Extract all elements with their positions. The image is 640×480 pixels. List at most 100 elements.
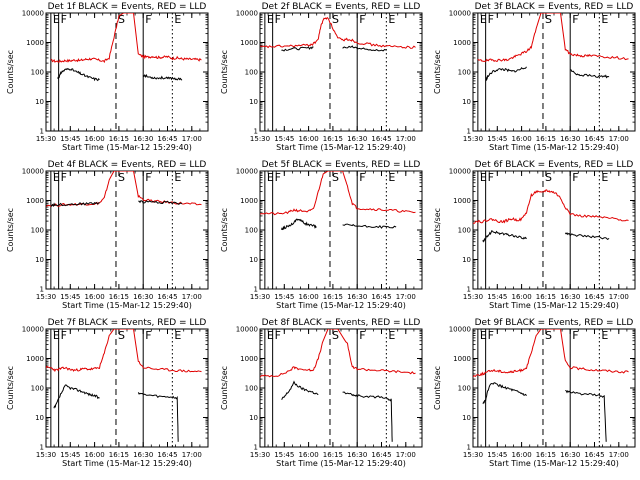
x-tick-label: 16:45 (157, 135, 177, 143)
events-series-line (281, 380, 319, 400)
marker-label-E: E (53, 171, 60, 184)
y-tick-label: 1 (467, 444, 471, 452)
x-tick-label: 17:00 (396, 293, 416, 301)
y-tick-label: 100 (245, 69, 258, 77)
y-tick-label: 100 (31, 227, 44, 235)
events-series-line-post (570, 69, 610, 79)
x-tick-label: 16:30 (560, 293, 580, 301)
x-tick-label: 16:15 (323, 293, 343, 301)
y-axis-label: Counts/sec (433, 366, 442, 410)
y-tick-label: 10000 (449, 10, 471, 18)
y-tick-label: 10 (35, 256, 44, 264)
marker-label-F: F (61, 329, 67, 342)
series-group (473, 189, 629, 243)
x-tick-label: 16:00 (85, 293, 105, 301)
panel-title: Det 3f BLACK = Events, RED = LLD (475, 2, 634, 12)
x-tick-label: 15:30 (36, 293, 56, 301)
x-tick-label: 17:00 (396, 451, 416, 459)
x-tick-label: 17:00 (182, 135, 202, 143)
marker-label-F: F (572, 13, 578, 26)
x-axis-label: Start Time (15-Mar-12 15:29:40) (62, 459, 192, 468)
events-series-line-post (342, 45, 387, 52)
x-axis-label: Start Time (15-Mar-12 15:29:40) (62, 301, 192, 310)
marker-label-E: E (601, 171, 608, 184)
events-series-line-post (342, 223, 397, 229)
x-tick-label: 17:00 (609, 293, 629, 301)
y-tick-label: 10000 (236, 326, 258, 334)
panel-title: Det 7f BLACK = Events, RED = LLD (48, 318, 207, 328)
plot-frame (472, 170, 636, 290)
panel-3: Det 3f BLACK = Events, RED = LLD 1 10 100 10… (433, 2, 636, 152)
y-axis-label: Counts/sec (6, 50, 15, 94)
x-tick-label: 16:45 (371, 293, 391, 301)
y-axis-label: Counts/sec (6, 208, 15, 252)
marker-label-F: F (488, 13, 494, 26)
panel-title: Det 6f BLACK = Events, RED = LLD (475, 160, 634, 170)
x-axis-label: Start Time (15-Mar-12 15:29:40) (276, 459, 406, 468)
plot-frame (45, 12, 209, 132)
x-tick-label: 16:45 (157, 451, 177, 459)
y-tick-label: 10000 (22, 10, 44, 18)
panel-1: Det 1f BLACK = Events, RED = LLD 1 10 100 10… (6, 2, 209, 152)
y-tick-label: 10 (35, 98, 44, 106)
events-series-line-post (137, 392, 179, 442)
series-group (260, 16, 416, 52)
x-tick-label: 16:45 (584, 293, 604, 301)
y-tick-label: 1000 (26, 197, 44, 205)
marker-label-E: E (267, 171, 274, 184)
x-tick-label: 16:30 (347, 135, 367, 143)
x-tick-label: 15:45 (60, 293, 80, 301)
y-tick-label: 10000 (449, 326, 471, 334)
x-tick-label: 16:15 (109, 293, 129, 301)
series-group (260, 329, 416, 442)
x-tick-label: 16:30 (347, 293, 367, 301)
series-group (46, 171, 202, 208)
marker-label-S: S (545, 171, 552, 184)
y-tick-label: 100 (458, 227, 471, 235)
x-tick-label: 15:30 (250, 451, 270, 459)
marker-label-E: E (174, 13, 181, 26)
x-axis-label: Start Time (15-Mar-12 15:29:40) (276, 143, 406, 152)
events-series-line-post (564, 232, 610, 241)
y-tick-label: 1000 (240, 197, 258, 205)
x-tick-label: 16:00 (85, 451, 105, 459)
x-tick-label: 17:00 (609, 135, 629, 143)
x-tick-label: 16:15 (109, 451, 129, 459)
marker-label-E: E (267, 329, 274, 342)
x-tick-label: 16:30 (133, 293, 153, 301)
y-tick-label: 10000 (22, 168, 44, 176)
x-tick-label: 16:15 (109, 135, 129, 143)
marker-label-S: S (332, 171, 339, 184)
plot-frame (259, 12, 423, 132)
marker-label-F: F (359, 329, 365, 342)
marker-label-E: E (53, 329, 60, 342)
y-axis-label: Counts/sec (220, 208, 229, 252)
marker-label-E: E (480, 329, 487, 342)
marker-label-E: E (388, 171, 395, 184)
y-tick-label: 10000 (449, 168, 471, 176)
y-tick-label: 1 (467, 128, 471, 136)
series-group (473, 329, 629, 442)
y-tick-label: 10 (35, 414, 44, 422)
x-tick-label: 16:30 (560, 135, 580, 143)
y-tick-label: 1000 (240, 39, 258, 47)
y-tick-label: 1000 (26, 39, 44, 47)
y-axis-label: Counts/sec (433, 50, 442, 94)
x-tick-label: 16:15 (536, 451, 556, 459)
events-series-line-post (565, 389, 607, 442)
marker-label-E: E (480, 171, 487, 184)
y-tick-label: 10 (249, 256, 258, 264)
x-tick-label: 15:45 (274, 451, 294, 459)
y-tick-label: 10 (462, 414, 471, 422)
x-tick-label: 15:45 (60, 135, 80, 143)
events-series-line-post (342, 391, 393, 442)
x-tick-label: 17:00 (182, 293, 202, 301)
y-tick-label: 10 (462, 256, 471, 264)
x-tick-label: 16:45 (584, 451, 604, 459)
y-tick-label: 1000 (453, 39, 471, 47)
plot-frame (45, 170, 209, 290)
panel-title: Det 4f BLACK = Events, RED = LLD (48, 160, 207, 170)
marker-label-F: F (359, 13, 365, 26)
x-tick-label: 15:45 (487, 293, 507, 301)
